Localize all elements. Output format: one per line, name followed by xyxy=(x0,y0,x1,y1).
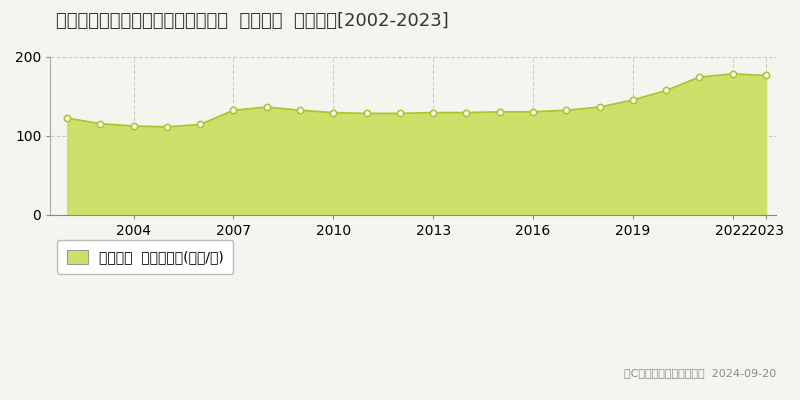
Text: 東京都足立区千住龍田町６０番５外  公示地価  地価推移[2002-2023]: 東京都足立区千住龍田町６０番５外 公示地価 地価推移[2002-2023] xyxy=(56,12,449,30)
Legend: 公示地価  平均坪単価(万円/坪): 公示地価 平均坪単価(万円/坪) xyxy=(58,240,234,274)
Text: （C）土地価格ドットコム  2024-09-20: （C）土地価格ドットコム 2024-09-20 xyxy=(624,368,776,378)
